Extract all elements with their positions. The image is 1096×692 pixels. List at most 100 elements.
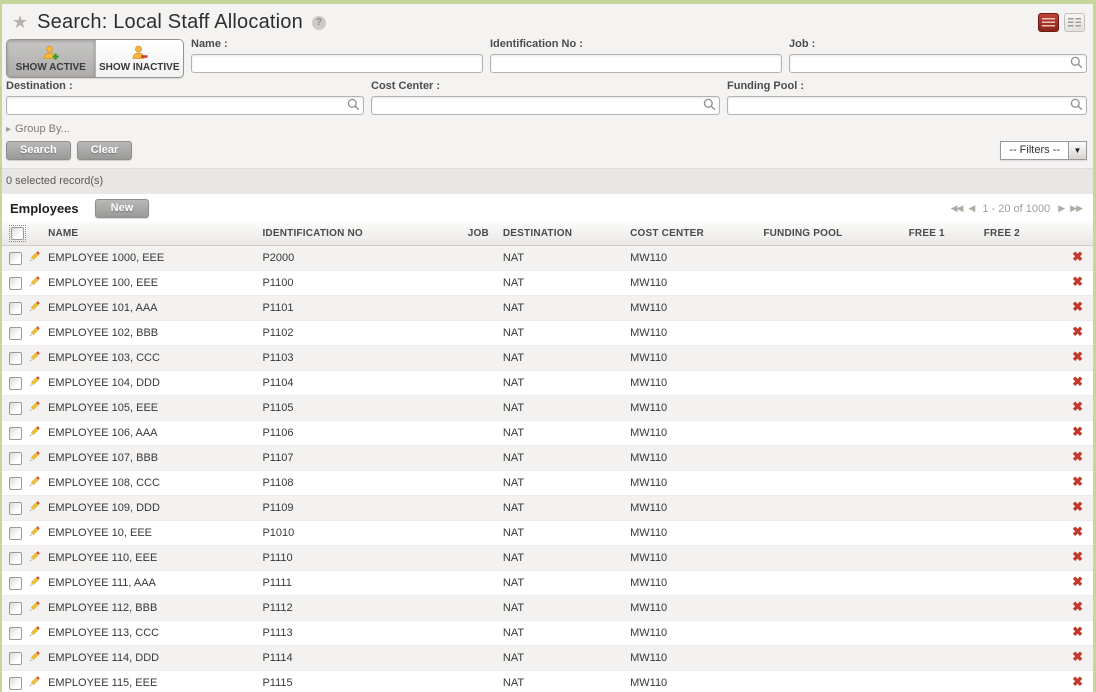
edit-pencil-icon[interactable] xyxy=(28,375,41,388)
search-button[interactable]: Search xyxy=(6,141,71,160)
row-checkbox[interactable] xyxy=(9,526,22,540)
row-checkbox[interactable] xyxy=(9,651,22,665)
delete-row-icon[interactable]: ✖ xyxy=(1072,649,1083,664)
row-checkbox[interactable] xyxy=(9,251,22,265)
row-checkbox[interactable] xyxy=(9,326,22,340)
delete-row-icon[interactable]: ✖ xyxy=(1072,349,1083,364)
edit-pencil-icon[interactable] xyxy=(28,600,41,613)
delete-row-icon[interactable]: ✖ xyxy=(1072,549,1083,564)
delete-row-icon[interactable]: ✖ xyxy=(1072,524,1083,539)
delete-row-icon[interactable]: ✖ xyxy=(1072,399,1083,414)
favorite-star-icon[interactable]: ★ xyxy=(12,12,29,32)
job-input[interactable] xyxy=(789,53,1087,73)
delete-row-icon[interactable]: ✖ xyxy=(1072,499,1083,514)
row-checkbox[interactable] xyxy=(9,676,22,690)
cell-cost-center: MW110 xyxy=(628,520,762,546)
cell-free-2 xyxy=(981,495,1048,521)
delete-row-icon[interactable]: ✖ xyxy=(1072,674,1083,689)
group-by-arrow-icon: ▸ xyxy=(6,123,12,135)
table-row: EMPLOYEE 108, CCC P1108 NAT MW110 ✖ xyxy=(2,470,1093,496)
edit-pencil-icon[interactable] xyxy=(28,275,41,288)
cost-center-input[interactable] xyxy=(371,95,720,115)
cell-destination: NAT xyxy=(500,570,629,596)
edit-pencil-icon[interactable] xyxy=(28,325,41,338)
table-header-row: NAME IDENTIFICATION NO JOB DESTINATION C… xyxy=(2,222,1093,246)
delete-row-icon[interactable]: ✖ xyxy=(1072,599,1083,614)
edit-pencil-icon[interactable] xyxy=(28,350,41,363)
clear-button[interactable]: Clear xyxy=(76,141,133,160)
group-by-label: Group By... xyxy=(15,123,70,135)
next-page-icon[interactable]: ▶ xyxy=(1058,203,1065,213)
row-checkbox[interactable] xyxy=(9,401,22,415)
edit-pencil-icon[interactable] xyxy=(28,625,41,638)
cost-center-label: Cost Center : xyxy=(371,80,441,92)
cell-name: EMPLOYEE 111, AAA xyxy=(46,570,261,596)
edit-pencil-icon[interactable] xyxy=(28,500,41,513)
delete-row-icon[interactable]: ✖ xyxy=(1072,249,1083,264)
table-row: EMPLOYEE 104, DDD P1104 NAT MW110 ✖ xyxy=(2,370,1093,396)
delete-row-icon[interactable]: ✖ xyxy=(1072,299,1083,314)
select-all-checkbox[interactable] xyxy=(11,227,24,240)
identification-no-input[interactable] xyxy=(490,53,782,73)
edit-pencil-icon[interactable] xyxy=(28,300,41,313)
destination-input[interactable] xyxy=(6,95,364,115)
table-row: EMPLOYEE 106, AAA P1106 NAT MW110 ✖ xyxy=(2,420,1093,446)
row-checkbox[interactable] xyxy=(9,276,22,290)
show-active-button[interactable]: SHOW ACTIVE xyxy=(7,40,95,77)
edit-pencil-icon[interactable] xyxy=(28,550,41,563)
name-input[interactable] xyxy=(191,53,483,73)
grid-view-icon[interactable] xyxy=(1064,13,1085,32)
last-page-icon[interactable]: ▶▶ xyxy=(1070,203,1083,213)
first-page-icon[interactable]: ◀◀ xyxy=(950,203,964,213)
funding-pool-input[interactable] xyxy=(727,95,1087,115)
cell-identification-no: P1100 xyxy=(260,270,444,296)
row-checkbox[interactable] xyxy=(9,451,22,465)
prev-page-icon[interactable]: ◀ xyxy=(968,203,975,213)
cell-name: EMPLOYEE 105, EEE xyxy=(46,395,261,421)
search-form: SHOW ACTIVE SHOW INACTIVE Name : xyxy=(2,38,1093,119)
row-checkbox[interactable] xyxy=(9,501,22,515)
row-checkbox[interactable] xyxy=(9,551,22,565)
row-checkbox[interactable] xyxy=(9,301,22,315)
table-row: EMPLOYEE 1000, EEE P2000 NAT MW110 ✖ xyxy=(2,245,1093,271)
row-checkbox[interactable] xyxy=(9,376,22,390)
row-checkbox[interactable] xyxy=(9,426,22,440)
group-by-toggle[interactable]: ▸ Group By... xyxy=(6,123,70,135)
delete-row-icon[interactable]: ✖ xyxy=(1072,324,1083,339)
list-view-icon[interactable] xyxy=(1038,13,1059,32)
cell-free-2 xyxy=(981,670,1048,692)
delete-row-icon[interactable]: ✖ xyxy=(1072,374,1083,389)
edit-pencil-icon[interactable] xyxy=(28,450,41,463)
table-row: EMPLOYEE 105, EEE P1105 NAT MW110 ✖ xyxy=(2,395,1093,421)
job-lookup-icon[interactable] xyxy=(1070,56,1083,69)
cell-identification-no: P1105 xyxy=(260,395,444,421)
row-checkbox[interactable] xyxy=(9,626,22,640)
edit-pencil-icon[interactable] xyxy=(28,250,41,263)
row-checkbox[interactable] xyxy=(9,476,22,490)
delete-row-icon[interactable]: ✖ xyxy=(1072,449,1083,464)
edit-pencil-icon[interactable] xyxy=(28,575,41,588)
new-button[interactable]: New xyxy=(94,199,150,218)
delete-row-icon[interactable]: ✖ xyxy=(1072,574,1083,589)
row-checkbox[interactable] xyxy=(9,601,22,615)
cell-job xyxy=(443,445,501,471)
edit-pencil-icon[interactable] xyxy=(28,425,41,438)
cell-destination: NAT xyxy=(500,545,629,571)
delete-row-icon[interactable]: ✖ xyxy=(1072,424,1083,439)
edit-pencil-icon[interactable] xyxy=(28,400,41,413)
cost-center-lookup-icon[interactable] xyxy=(703,98,716,111)
filters-dropdown[interactable]: -- Filters -- ▼ xyxy=(1000,141,1087,160)
edit-pencil-icon[interactable] xyxy=(28,475,41,488)
delete-row-icon[interactable]: ✖ xyxy=(1072,624,1083,639)
edit-pencil-icon[interactable] xyxy=(28,650,41,663)
delete-row-icon[interactable]: ✖ xyxy=(1072,274,1083,289)
edit-pencil-icon[interactable] xyxy=(28,675,41,688)
help-icon[interactable]: ? xyxy=(311,15,326,30)
show-inactive-button[interactable]: SHOW INACTIVE xyxy=(94,40,183,77)
edit-pencil-icon[interactable] xyxy=(28,525,41,538)
delete-row-icon[interactable]: ✖ xyxy=(1072,474,1083,489)
funding-pool-lookup-icon[interactable] xyxy=(1070,98,1083,111)
row-checkbox[interactable] xyxy=(9,576,22,590)
destination-lookup-icon[interactable] xyxy=(347,98,360,111)
row-checkbox[interactable] xyxy=(9,351,22,365)
